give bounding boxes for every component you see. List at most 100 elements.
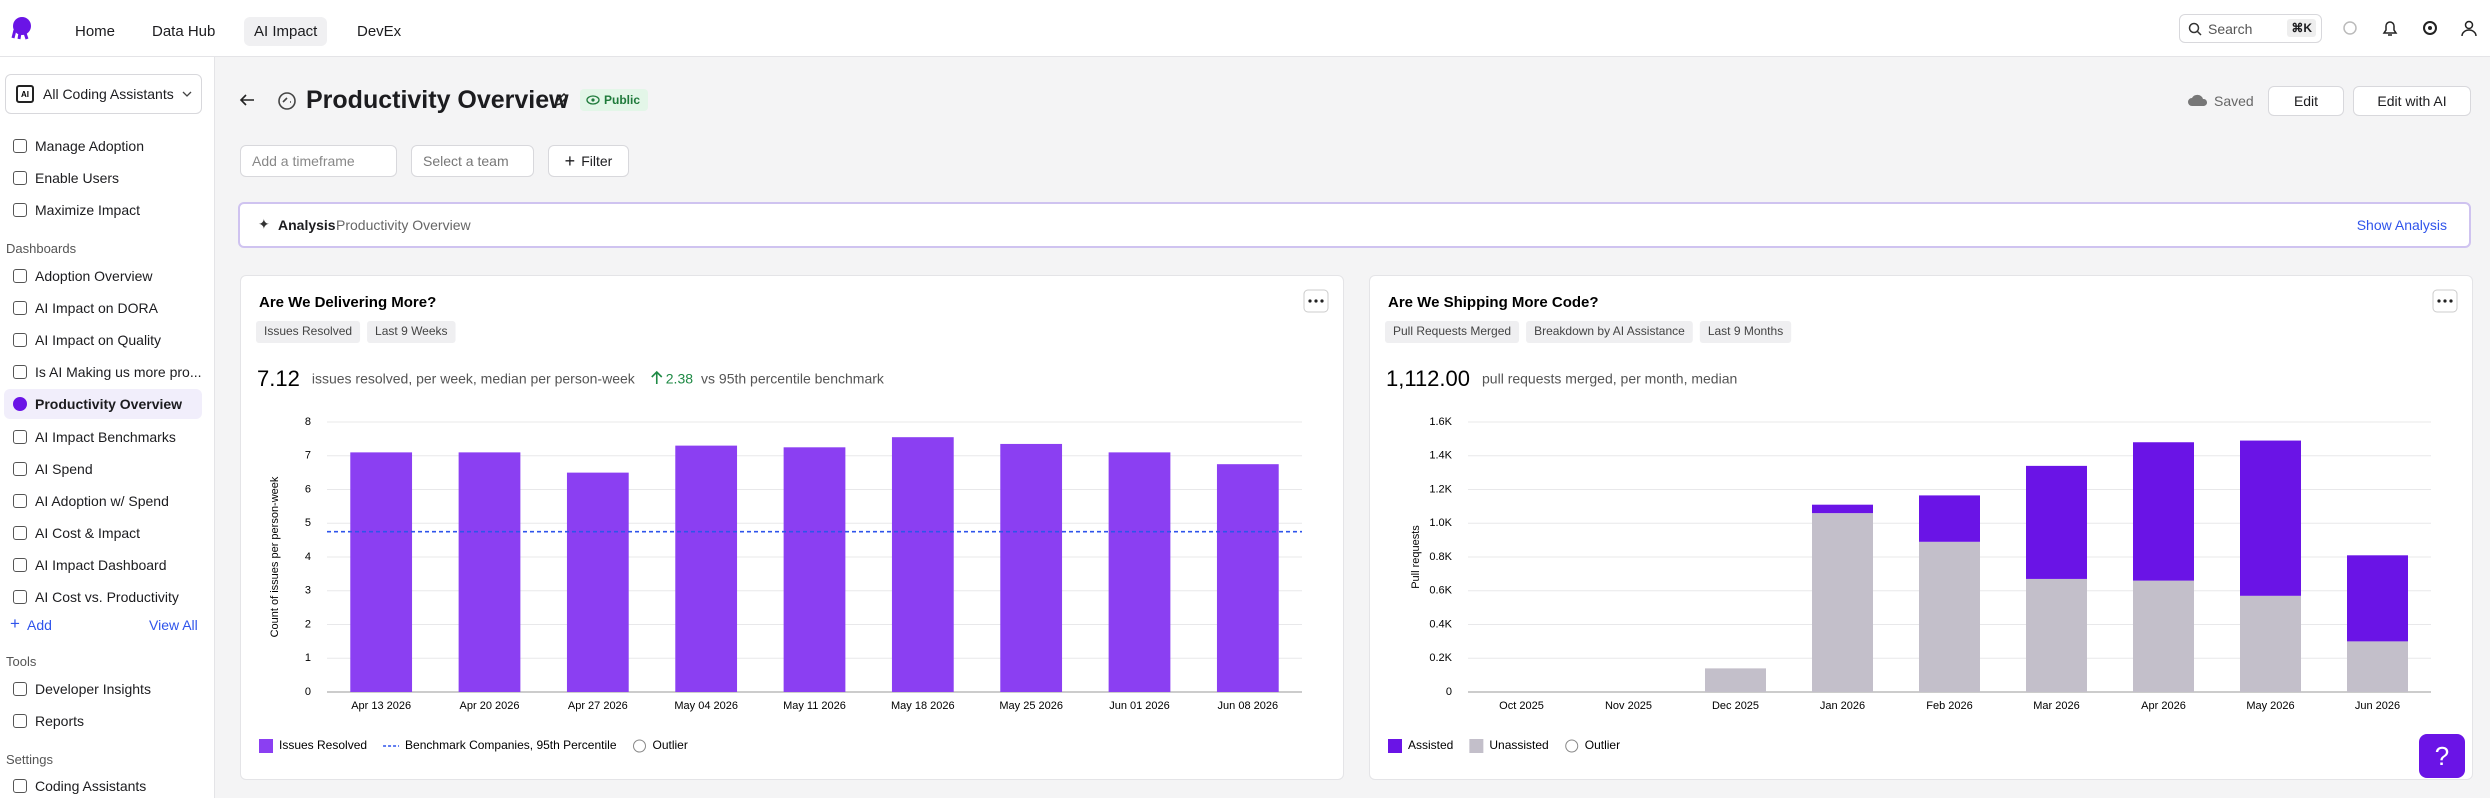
y-tick-label: 0	[305, 686, 311, 698]
nav-icon	[13, 203, 27, 217]
add-link[interactable]: Add	[27, 617, 52, 633]
sidebar-item[interactable]: AI Impact Benchmarks	[35, 428, 176, 445]
search-box[interactable]: Search ⌘K	[2179, 14, 2322, 43]
team-select[interactable]: Select a team	[411, 145, 534, 177]
bar-segment	[2133, 442, 2194, 581]
help-button[interactable]: ?	[2419, 734, 2465, 778]
chart-card: Are We Delivering More? Issues Resolved La…	[240, 275, 1344, 780]
sidebar-item[interactable]: AI Cost vs. Productivity	[35, 589, 179, 605]
x-tick-label: Apr 13 2026	[351, 700, 411, 712]
x-tick-label: Apr 20 2026	[460, 700, 520, 712]
sidebar-item[interactable]: Adoption Overview	[35, 268, 153, 284]
delta-text: vs 95th percentile benchmark	[701, 371, 885, 387]
nav-item[interactable]: Home	[75, 23, 116, 40]
sidebar-item[interactable]: Manage Adoption	[35, 138, 144, 154]
active-bg	[4, 389, 202, 420]
sidebar-item[interactable]: AI Cost & Impact	[35, 524, 141, 541]
search-shortcut: ⌘K	[2287, 19, 2316, 37]
page-title: Productivity Overview	[306, 86, 569, 114]
legend-swatch	[1469, 739, 1484, 753]
nav-icon	[13, 269, 27, 283]
sidebar-item[interactable]: AI Spend	[35, 460, 93, 477]
chart-title: Are We Shipping More Code?	[1388, 294, 1599, 311]
sidebar-item[interactable]: AI Adoption w/ Spend	[35, 492, 169, 509]
timeframe-picker[interactable]: Add a timeframe	[240, 145, 397, 177]
nav-item[interactable]: Data Hub	[152, 23, 216, 40]
edit-ai-button[interactable]: Edit with AI	[2353, 86, 2471, 116]
more-dot	[2437, 299, 2441, 303]
tag	[1699, 321, 1792, 343]
bar-segment	[2026, 578, 2087, 692]
y-tick-label: 0.8K	[1429, 551, 1452, 563]
section-heading: Tools	[6, 654, 37, 669]
sidebar-item[interactable]: Is AI Making us more pro...	[35, 364, 202, 381]
bar-segment	[1919, 495, 1980, 542]
bar	[783, 447, 846, 692]
show-analysis[interactable]: Show Analysis	[2356, 217, 2447, 233]
bar-segment	[2347, 555, 2408, 642]
bar	[566, 472, 629, 692]
tag-label: Breakdown by AI Assistance	[1534, 324, 1685, 338]
y-tick-label: 0.4K	[1429, 618, 1452, 630]
section-heading: Settings	[6, 752, 53, 767]
timeframe-label: Add a timeframe	[252, 153, 355, 169]
nav-icon	[13, 397, 27, 412]
nav-item[interactable]: DevEx	[357, 23, 402, 40]
filter-button[interactable]: + Filter	[548, 145, 629, 177]
sidebar-item[interactable]: AI Impact on Quality	[35, 332, 162, 349]
sidebar-item[interactable]: Enable Users	[35, 170, 120, 186]
sidebar-item[interactable]: AI Impact on DORA	[35, 300, 158, 317]
bar-segment	[1812, 513, 1873, 692]
more-dot	[1320, 299, 1324, 303]
bar-segment	[2240, 440, 2301, 596]
x-tick-label: Oct 2025	[1499, 700, 1544, 712]
add-icon[interactable]: +	[10, 614, 20, 633]
edit-ai-label: Edit with AI	[2377, 93, 2447, 109]
x-tick-label: Jun 01 2026	[1109, 700, 1170, 712]
chevron	[182, 91, 192, 97]
sidebar-item[interactable]: Developer Insights	[35, 681, 151, 697]
back-arrow[interactable]	[238, 92, 258, 108]
sidebar-item[interactable]: Reports	[35, 713, 85, 729]
x-tick-label: Jun 2026	[2355, 700, 2400, 712]
selector-icon: AI	[16, 85, 34, 103]
sidebar-item[interactable]: Coding Assistants	[35, 778, 147, 794]
x-tick-label: Jun 08 2026	[1218, 700, 1279, 712]
y-tick-label: 8	[305, 416, 311, 428]
nav-icon	[13, 461, 27, 476]
bar	[458, 452, 521, 692]
sidebar-item[interactable]: AI Impact Dashboard	[35, 556, 167, 573]
y-tick-label: 1.6K	[1429, 416, 1452, 428]
nav-item[interactable]: AI Impact	[244, 17, 328, 46]
x-tick-label: Apr 2026	[2141, 700, 2186, 712]
assistant-selector[interactable]: AI All Coding Assistants	[5, 74, 202, 114]
nav-icon	[13, 590, 27, 604]
more-dot	[1308, 299, 1312, 303]
plus-icon: +	[564, 150, 576, 171]
legend-label: Assisted	[1408, 738, 1453, 752]
x-tick-label: May 04 2026	[674, 700, 738, 712]
edit-title-icon[interactable]	[553, 92, 569, 108]
y-axis-label: Count of issues per person-week	[269, 476, 281, 637]
selector-label: All Coding Assistants	[43, 86, 174, 102]
sidebar-item[interactable]: Productivity Overview	[35, 396, 183, 413]
tag	[1385, 321, 1520, 343]
delta-value: 2.38	[666, 371, 693, 387]
bar-segment	[1919, 541, 1980, 692]
legend-swatch	[1388, 739, 1402, 753]
bar-segment	[2347, 641, 2408, 692]
y-tick-label: 1.4K	[1429, 450, 1452, 462]
x-tick-label: Nov 2025	[1605, 700, 1652, 712]
y-tick-label: 3	[305, 585, 311, 597]
sidebar-item[interactable]: Maximize Impact	[35, 202, 141, 218]
view-all-link[interactable]: View All	[149, 617, 198, 633]
nav-icon	[13, 139, 27, 153]
chart: Are We Shipping More Code? Pull Requests …	[1385, 289, 2458, 753]
x-tick-label: Feb 2026	[1926, 700, 1972, 712]
saved-status: Saved	[2214, 93, 2254, 109]
filter-label: Filter	[581, 153, 613, 169]
edit-button[interactable]: Edit	[2268, 86, 2344, 116]
bar	[1216, 464, 1279, 692]
nav-icon	[13, 682, 27, 696]
y-tick-label: 0.6K	[1429, 585, 1452, 597]
